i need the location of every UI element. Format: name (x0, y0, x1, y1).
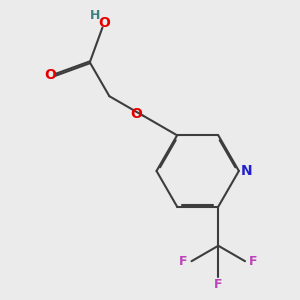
Text: O: O (99, 16, 110, 29)
Text: F: F (179, 255, 188, 268)
Text: F: F (214, 278, 223, 291)
Text: N: N (241, 164, 252, 178)
Text: H: H (90, 10, 100, 22)
Text: F: F (249, 255, 257, 268)
Text: O: O (44, 68, 56, 82)
Text: O: O (130, 107, 142, 121)
